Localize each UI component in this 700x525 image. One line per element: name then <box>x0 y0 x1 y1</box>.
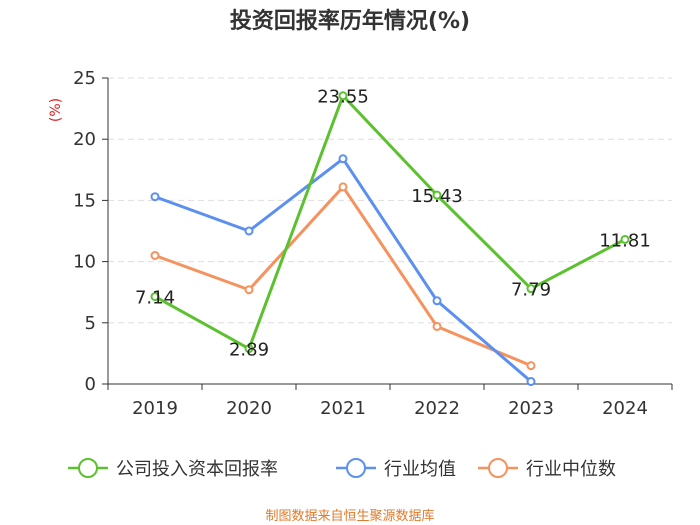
data-label: 2.89 <box>229 340 269 361</box>
legend-swatch-marker <box>78 458 98 478</box>
legend-label[interactable]: 公司投入资本回报率 <box>116 459 278 480</box>
x-tick-label: 2022 <box>414 398 460 419</box>
y-axis-unit: (%) <box>48 98 64 122</box>
data-label: 23.55 <box>317 87 369 108</box>
source-note: 制图数据来自恒生聚源数据库 <box>265 508 434 524</box>
data-label: 11.81 <box>599 230 651 251</box>
x-tick-label: 2021 <box>320 398 366 419</box>
data-point[interactable] <box>244 285 254 295</box>
data-point[interactable] <box>620 234 630 244</box>
y-tick-label: 15 <box>73 190 96 211</box>
data-labels: 7.14 2.89 23.55 15.43 7.79 11.81 <box>135 87 651 361</box>
data-point[interactable] <box>150 292 160 302</box>
chart-title: 投资回报率历年情况(%) <box>230 8 470 34</box>
series-line <box>154 157 532 383</box>
legend-swatch-marker <box>346 458 366 478</box>
data-point[interactable] <box>338 182 348 192</box>
data-point[interactable] <box>526 361 536 371</box>
data-point[interactable] <box>150 192 160 202</box>
y-tick-label: 20 <box>73 129 96 150</box>
series-line <box>154 94 626 351</box>
data-point[interactable] <box>526 284 536 294</box>
legend-label[interactable]: 行业均值 <box>384 459 456 480</box>
series-lines <box>150 91 630 387</box>
data-point[interactable] <box>432 321 442 331</box>
legend-swatch-marker <box>488 458 508 478</box>
data-point[interactable] <box>338 91 348 101</box>
data-label: 15.43 <box>411 186 463 207</box>
x-tick-label: 2024 <box>602 398 648 419</box>
y-tick-label: 25 <box>73 68 96 89</box>
data-point[interactable] <box>526 377 536 387</box>
legend[interactable]: 公司投入资本回报率 行业均值 行业中位数 <box>68 458 616 480</box>
data-point[interactable] <box>244 344 254 354</box>
data-label: 7.14 <box>135 288 175 309</box>
y-tick-label: 10 <box>73 252 96 273</box>
x-tick-label: 2020 <box>226 398 272 419</box>
legend-label[interactable]: 行业中位数 <box>526 459 616 480</box>
series-line <box>154 185 532 368</box>
data-point[interactable] <box>432 296 442 306</box>
data-label: 7.79 <box>511 280 551 301</box>
data-point[interactable] <box>432 190 442 200</box>
axes: 0 5 10 15 20 25 2019 2020 2021 2022 2023 2024 <box>73 68 673 419</box>
data-point[interactable] <box>244 226 254 236</box>
data-point[interactable] <box>150 250 160 260</box>
data-point[interactable] <box>338 154 348 164</box>
x-tick-label: 2023 <box>508 398 554 419</box>
y-tick-label: 0 <box>85 374 96 395</box>
grid-lines <box>108 77 672 324</box>
x-tick-label: 2019 <box>132 398 178 419</box>
y-tick-label: 5 <box>85 313 96 334</box>
